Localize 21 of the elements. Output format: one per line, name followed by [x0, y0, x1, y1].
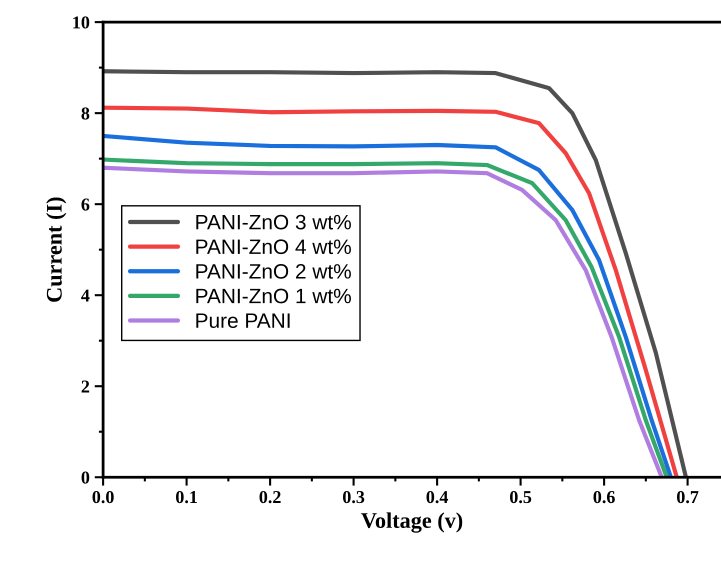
- x-tick-label: 0.7: [677, 490, 698, 504]
- x-axis-title: Voltage (v): [361, 512, 462, 533]
- legend-label: PANI-ZnO 4 wt%: [196, 239, 351, 254]
- legend-label: PANI-ZnO 1 wt%: [196, 288, 351, 304]
- y-tick-label: 8: [81, 107, 90, 120]
- x-tick-label: 0.0: [92, 490, 114, 504]
- y-axis-title: Current (I): [46, 197, 66, 302]
- y-tick-label: 6: [82, 198, 90, 211]
- legend-label: PANI-ZnO 2 wt%: [196, 264, 351, 279]
- x-tick-label: 0.5: [510, 490, 532, 504]
- y-tick-label: 10: [73, 16, 90, 29]
- y-tick-label: 2: [82, 380, 90, 392]
- legend-label: PANI-ZnO 3 wt%: [196, 214, 351, 230]
- x-tick-label: 0.3: [343, 490, 364, 504]
- x-tick-label: 0.1: [176, 490, 197, 504]
- x-tick-label: 0.6: [594, 490, 615, 504]
- y-tick-label: 4: [81, 290, 90, 302]
- x-tick-label: 0.4: [426, 490, 448, 504]
- x-tick-label: 0.2: [260, 490, 281, 504]
- y-tick-label: 0: [82, 471, 90, 484]
- legend-label: Pure PANI: [196, 313, 290, 328]
